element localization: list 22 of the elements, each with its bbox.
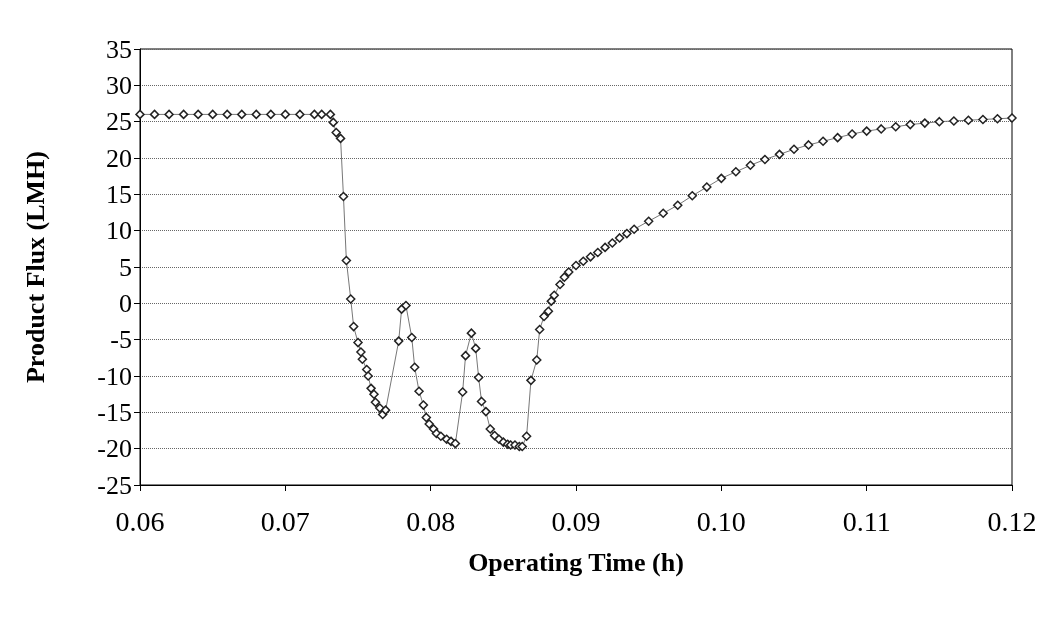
y-tick-label: 20 <box>106 143 132 173</box>
y-tick-label: -25 <box>97 470 132 500</box>
y-tick-label: -5 <box>110 325 132 355</box>
y-tick-label: 30 <box>106 70 132 100</box>
y-tick-label: 0 <box>119 288 132 318</box>
x-tick-label: 0.07 <box>260 505 310 537</box>
y-tick-label: 35 <box>106 34 132 64</box>
x-tick-label: 0.12 <box>987 505 1037 537</box>
x-axis-title: Operating Time (h) <box>468 547 684 577</box>
x-tick-label: 0.08 <box>406 505 456 537</box>
y-tick-label: 25 <box>106 107 132 137</box>
y-tick-label: 10 <box>106 216 132 246</box>
y-tick-label: -10 <box>97 361 132 391</box>
y-axis-title: Product Flux (LMH) <box>20 150 50 384</box>
x-tick-label: 0.06 <box>115 505 165 537</box>
y-tick-label: 5 <box>119 252 132 282</box>
x-tick-label: 0.10 <box>696 505 746 537</box>
y-tick-label: -20 <box>97 434 132 464</box>
y-tick-label: 15 <box>106 179 132 209</box>
x-tick-label: 0.11 <box>842 505 891 537</box>
y-tick-label: -15 <box>97 397 132 427</box>
x-tick-label: 0.09 <box>551 505 601 537</box>
